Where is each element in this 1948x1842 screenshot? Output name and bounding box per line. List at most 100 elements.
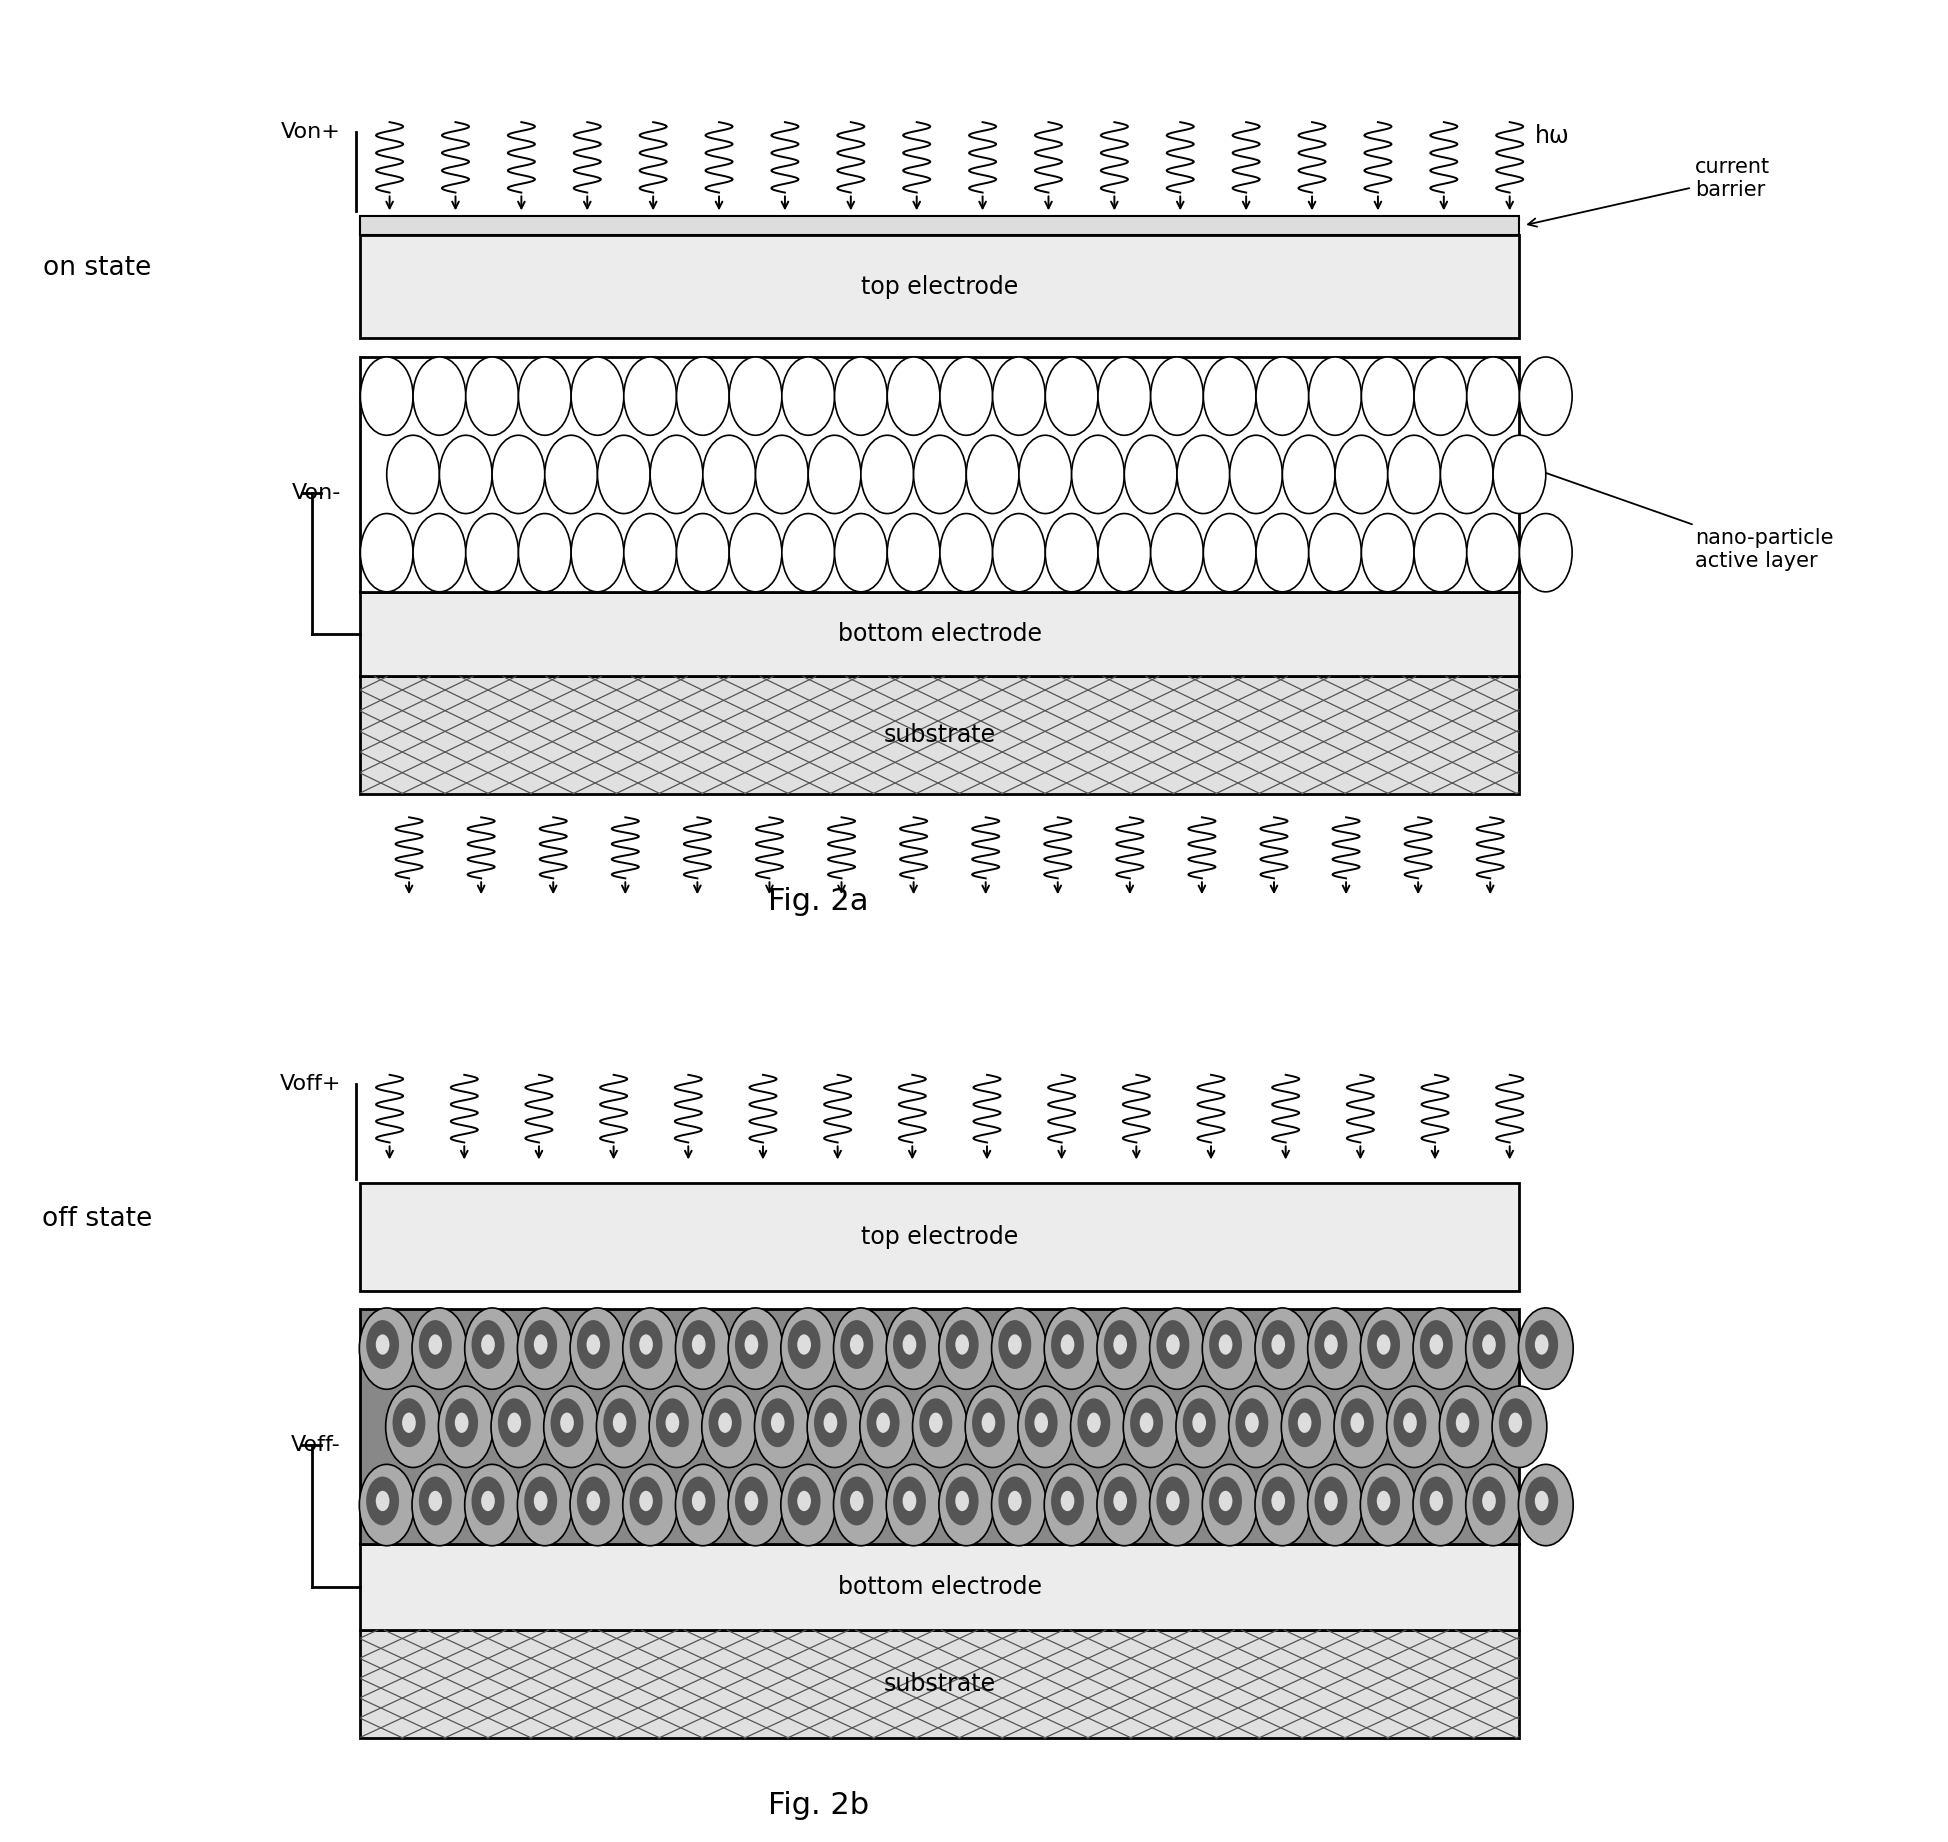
Ellipse shape: [692, 1490, 705, 1510]
Ellipse shape: [729, 514, 781, 591]
Ellipse shape: [1492, 435, 1547, 514]
Ellipse shape: [734, 1321, 768, 1369]
Ellipse shape: [1157, 1477, 1190, 1525]
Ellipse shape: [508, 1413, 522, 1433]
Ellipse shape: [703, 435, 756, 514]
Ellipse shape: [1229, 1387, 1284, 1468]
Ellipse shape: [992, 1464, 1046, 1545]
Bar: [360, 676, 1519, 794]
Ellipse shape: [1445, 1398, 1479, 1448]
Ellipse shape: [1167, 1334, 1180, 1354]
Text: Voff+: Voff+: [279, 1074, 341, 1094]
Ellipse shape: [834, 514, 886, 591]
Ellipse shape: [366, 1477, 399, 1525]
Ellipse shape: [413, 1464, 468, 1545]
Ellipse shape: [1334, 435, 1387, 514]
Ellipse shape: [577, 1321, 610, 1369]
Ellipse shape: [1235, 1398, 1268, 1448]
Ellipse shape: [902, 1334, 916, 1354]
Ellipse shape: [366, 1321, 399, 1369]
Ellipse shape: [834, 357, 886, 435]
Ellipse shape: [1467, 357, 1519, 435]
Ellipse shape: [1245, 1413, 1258, 1433]
Ellipse shape: [682, 1321, 715, 1369]
Ellipse shape: [1052, 1321, 1083, 1369]
Ellipse shape: [543, 1387, 598, 1468]
Ellipse shape: [834, 1308, 888, 1389]
Ellipse shape: [982, 1413, 995, 1433]
Ellipse shape: [1403, 1413, 1416, 1433]
Ellipse shape: [1114, 1334, 1128, 1354]
Ellipse shape: [623, 514, 676, 591]
Ellipse shape: [1177, 1387, 1231, 1468]
Ellipse shape: [1525, 1477, 1558, 1525]
Ellipse shape: [518, 357, 571, 435]
Ellipse shape: [358, 1464, 415, 1545]
Ellipse shape: [999, 1477, 1030, 1525]
Ellipse shape: [614, 1413, 627, 1433]
Ellipse shape: [446, 1398, 477, 1448]
Ellipse shape: [1307, 1464, 1362, 1545]
Text: Von+: Von+: [281, 122, 341, 142]
Ellipse shape: [744, 1490, 758, 1510]
Ellipse shape: [919, 1398, 953, 1448]
Ellipse shape: [1140, 1413, 1153, 1433]
Ellipse shape: [1519, 514, 1572, 591]
Ellipse shape: [545, 435, 598, 514]
Ellipse shape: [429, 1334, 442, 1354]
Ellipse shape: [629, 1321, 662, 1369]
Ellipse shape: [1282, 1387, 1336, 1468]
Ellipse shape: [808, 435, 861, 514]
Ellipse shape: [1367, 1321, 1401, 1369]
Ellipse shape: [1256, 357, 1309, 435]
Ellipse shape: [676, 1464, 730, 1545]
Ellipse shape: [1377, 1334, 1391, 1354]
Ellipse shape: [1114, 1490, 1128, 1510]
Ellipse shape: [388, 435, 440, 514]
Ellipse shape: [1393, 1398, 1426, 1448]
Ellipse shape: [629, 1477, 662, 1525]
Ellipse shape: [471, 1321, 505, 1369]
Ellipse shape: [1019, 435, 1071, 514]
Text: substrate: substrate: [884, 724, 995, 748]
Ellipse shape: [454, 1413, 468, 1433]
Ellipse shape: [1007, 1334, 1021, 1354]
Ellipse shape: [1420, 1477, 1453, 1525]
Ellipse shape: [360, 514, 413, 591]
Ellipse shape: [886, 357, 939, 435]
Ellipse shape: [849, 1490, 863, 1510]
Ellipse shape: [797, 1490, 810, 1510]
Bar: [360, 216, 1519, 236]
Ellipse shape: [966, 435, 1019, 514]
Ellipse shape: [1034, 1413, 1048, 1433]
Ellipse shape: [1052, 1477, 1083, 1525]
Ellipse shape: [1315, 1477, 1348, 1525]
Ellipse shape: [1282, 435, 1334, 514]
Ellipse shape: [596, 1387, 651, 1468]
Bar: [360, 1310, 1519, 1544]
Ellipse shape: [1167, 1490, 1180, 1510]
Ellipse shape: [1219, 1334, 1233, 1354]
Ellipse shape: [1202, 1464, 1256, 1545]
Ellipse shape: [1430, 1334, 1443, 1354]
Ellipse shape: [499, 1398, 530, 1448]
Ellipse shape: [1087, 1413, 1101, 1433]
Ellipse shape: [1130, 1398, 1163, 1448]
Ellipse shape: [1465, 1464, 1521, 1545]
Ellipse shape: [939, 1464, 993, 1545]
Text: off state: off state: [43, 1207, 152, 1232]
Ellipse shape: [1482, 1490, 1496, 1510]
Ellipse shape: [466, 357, 518, 435]
Ellipse shape: [666, 1413, 680, 1433]
Ellipse shape: [1157, 1321, 1190, 1369]
Ellipse shape: [877, 1413, 890, 1433]
Ellipse shape: [1377, 1490, 1391, 1510]
Ellipse shape: [1071, 435, 1124, 514]
Ellipse shape: [586, 1334, 600, 1354]
Ellipse shape: [419, 1477, 452, 1525]
Ellipse shape: [440, 435, 493, 514]
Ellipse shape: [939, 1308, 993, 1389]
Ellipse shape: [1360, 1464, 1414, 1545]
Ellipse shape: [754, 1387, 808, 1468]
Ellipse shape: [1219, 1490, 1233, 1510]
